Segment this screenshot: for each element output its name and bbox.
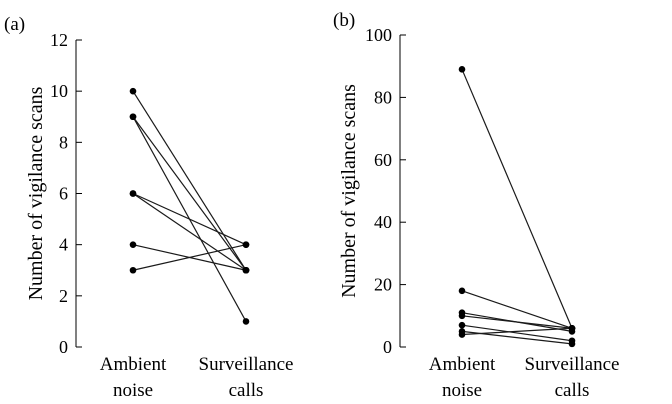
data-point-a (129, 241, 137, 248)
y-axis-title-b: Number of vigilance scans (338, 84, 360, 298)
pair-line-b (461, 324, 573, 342)
data-point-b (568, 324, 576, 332)
pair-line-a (132, 90, 247, 271)
data-point-a (242, 318, 250, 325)
pair-line-b (461, 315, 573, 329)
y-tick-label-b: 0 (383, 337, 392, 357)
data-point-a (242, 241, 250, 248)
category-label-b-0: Ambient (429, 354, 496, 375)
data-point-b (458, 331, 466, 338)
data-point-b (458, 287, 466, 295)
data-point-a (129, 266, 137, 274)
y-tick-label-b: 60 (374, 150, 392, 170)
data-point-b (458, 321, 466, 329)
y-tick-label-a: 2 (59, 286, 68, 306)
y-axis-title-a: Number of vigilance scans (25, 86, 47, 300)
y-tick-label-b: 20 (374, 275, 392, 295)
y-tick-label-a: 0 (59, 337, 68, 357)
category-label-a-1: Surveillance (199, 354, 294, 375)
category-label-b-1: Surveillance (525, 354, 620, 375)
y-tick-label-a: 8 (59, 132, 68, 152)
category-label-a-1: calls (229, 380, 264, 401)
y-tick-label-b: 80 (374, 87, 392, 107)
panel-label-b: (b) (333, 10, 355, 31)
data-point-a (129, 87, 137, 95)
pair-line-b (461, 327, 573, 336)
pair-line-a (132, 116, 247, 271)
y-tick-label-b: 100 (365, 25, 392, 45)
data-point-a (242, 266, 250, 274)
pair-line-a (132, 193, 247, 271)
y-tick-label-a: 12 (50, 30, 68, 50)
y-tick-label-a: 4 (59, 235, 68, 255)
data-point-b (458, 66, 466, 73)
pair-line-a (132, 192, 247, 246)
data-point-a (129, 113, 137, 121)
data-point-b (568, 340, 576, 348)
category-label-b-0: noise (442, 380, 482, 401)
category-label-a-0: noise (113, 380, 153, 401)
category-label-a-0: Ambient (100, 354, 167, 375)
panel-label-a: (a) (4, 14, 25, 35)
y-tick-label-b: 40 (374, 212, 392, 232)
pair-line-a (132, 244, 247, 271)
pair-line-b (461, 290, 573, 329)
y-tick-label-a: 10 (50, 81, 68, 101)
pair-line-b (461, 69, 573, 329)
y-tick-label-a: 6 (59, 184, 68, 204)
data-point-a (129, 190, 137, 197)
category-label-b-1: calls (555, 380, 590, 401)
data-point-b (458, 312, 466, 320)
